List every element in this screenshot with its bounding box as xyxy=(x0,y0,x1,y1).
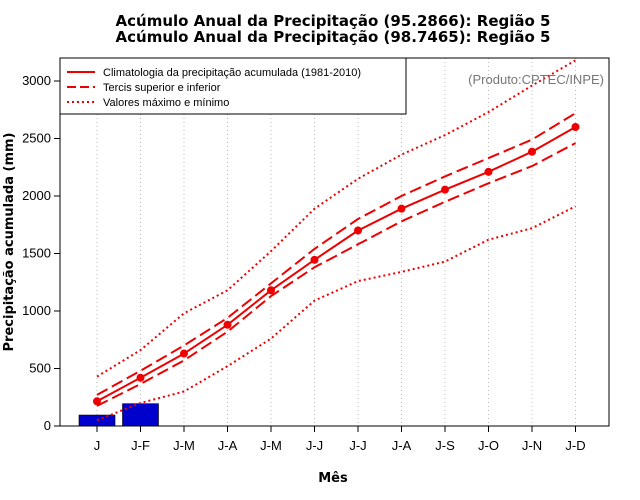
series-line-climatology xyxy=(96,126,576,403)
chart-title-line1: Acúmulo Anual da Precipitação (95.2866):… xyxy=(116,12,551,30)
climatology-point xyxy=(441,185,449,194)
y-tick-label: 2500 xyxy=(22,131,51,146)
x-tick-label: J-D xyxy=(565,438,585,453)
x-tick-label: J-A xyxy=(392,438,412,453)
series-line-lower xyxy=(96,142,576,407)
climatology-point xyxy=(93,397,101,406)
legend-label-extremes: Valores máximo e mínimo xyxy=(103,97,229,109)
climatology-point xyxy=(528,147,536,156)
series-lines xyxy=(93,59,580,422)
x-tick-label: J-A xyxy=(218,438,238,453)
x-tick-label: J-M xyxy=(173,438,195,453)
y-axis-label: Precipitação acumulada (mm) xyxy=(2,133,17,352)
x-tick-label: J-N xyxy=(522,438,542,453)
x-tick-label: J-J xyxy=(349,438,366,453)
x-tick-label: J xyxy=(94,438,101,453)
x-tick-label: J-M xyxy=(260,438,282,453)
climatology-point xyxy=(310,255,319,264)
x-tick-label: J-J xyxy=(306,438,323,453)
chart-title-line2: Acúmulo Anual da Precipitação (98.7465):… xyxy=(116,28,551,46)
y-tick-label: 3000 xyxy=(22,73,51,88)
x-tick-label: J-S xyxy=(435,438,455,453)
legend-label-tercis: Tercis superior e inferior xyxy=(103,82,221,94)
y-tick-label: 1000 xyxy=(22,303,51,318)
y-axis: 0 500 1000 1500 2000 2500 3000 xyxy=(22,73,60,433)
climatology-point xyxy=(180,349,188,358)
legend-box xyxy=(59,57,407,115)
series-line-upper xyxy=(96,112,577,396)
y-tick-label: 0 xyxy=(44,418,51,433)
observed-bar xyxy=(122,403,159,427)
y-tick-label: 2000 xyxy=(22,188,51,203)
legend-label-climatology: Climatologia da precipitação acumulada (… xyxy=(103,67,361,79)
climatology-point xyxy=(397,204,406,213)
climatology-point xyxy=(354,226,362,235)
x-tick-label: J-F xyxy=(131,438,150,453)
credit-text: (Produto:CPTEC/INPE) xyxy=(468,72,604,87)
y-tick-label: 500 xyxy=(29,361,51,376)
y-tick-label: 1500 xyxy=(22,246,51,261)
climatology-point xyxy=(223,320,232,329)
climatology-point xyxy=(571,123,580,131)
climatology-point xyxy=(484,167,493,176)
series-line-min xyxy=(96,205,576,422)
observed-bar xyxy=(78,414,116,427)
grid-lines xyxy=(96,58,576,426)
climatology-point xyxy=(136,373,145,382)
climatology-point xyxy=(267,286,275,295)
x-axis-label: Mês xyxy=(318,471,348,486)
x-tick-label: J-O xyxy=(478,438,499,453)
observed-bars xyxy=(78,403,159,427)
legend: Climatologia da precipitação acumulada (… xyxy=(59,57,407,115)
x-axis: J J-F J-M J-A J-M J-J J-J J-A J-S J-O J-N J-D xyxy=(94,426,586,453)
